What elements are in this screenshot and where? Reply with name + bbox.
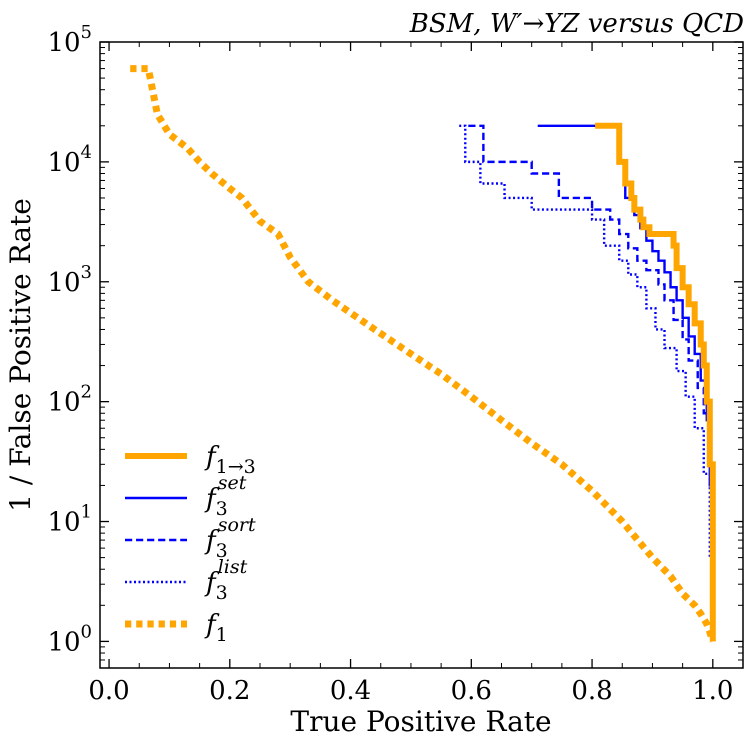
x-tick-label: 0.2 bbox=[209, 676, 250, 706]
x-tick-label: 0.6 bbox=[451, 676, 492, 706]
x-tick-label: 0.0 bbox=[88, 676, 129, 706]
series-layer bbox=[130, 65, 717, 643]
y-tick-label: 101 bbox=[47, 502, 92, 538]
y-tick-label: 100 bbox=[47, 621, 92, 657]
x-tick-label: 0.8 bbox=[571, 676, 612, 706]
ticks-layer: 0.0 0.2 0.4 0.6 0.8 1.0 100 101 102 103 104 105 bbox=[47, 22, 743, 706]
x-tick-label: 1.0 bbox=[692, 676, 733, 706]
series-line-0 bbox=[595, 122, 716, 642]
y-axis-title: 1 / False Positive Rate bbox=[4, 198, 37, 512]
series-line-4 bbox=[130, 65, 717, 643]
y-tick-label: 105 bbox=[47, 22, 92, 58]
legend-label-1: f3set bbox=[204, 472, 247, 520]
plot-frame bbox=[99, 41, 744, 669]
chart-title: BSM, W′→YZ versus QCD bbox=[409, 9, 744, 39]
legend-label-4: f1 bbox=[204, 610, 228, 646]
series-line-3 bbox=[459, 124, 715, 632]
y-tick-label: 102 bbox=[47, 382, 92, 418]
legend-label-3: f3list bbox=[204, 556, 248, 604]
y-tick-label: 103 bbox=[47, 262, 92, 298]
y-tick-label: 104 bbox=[47, 142, 92, 178]
legend-label-2: f3sort bbox=[204, 514, 256, 562]
x-axis-title: True Positive Rate bbox=[290, 705, 551, 738]
x-tick-label: 0.4 bbox=[330, 676, 371, 706]
series-line-2 bbox=[468, 124, 715, 632]
